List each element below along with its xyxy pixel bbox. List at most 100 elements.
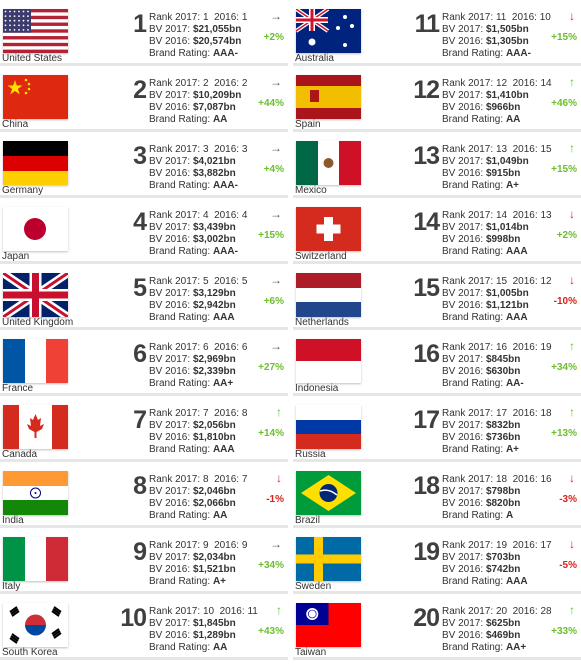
bv-2017-line: BV 2017: $1,014bn — [442, 222, 552, 234]
rating-label: Brand Rating: — [149, 48, 211, 59]
rating-value: AAA- — [212, 180, 238, 191]
rank-2017-value: 7 — [202, 408, 209, 419]
flag-au-icon — [296, 9, 361, 53]
rank-line: Rank 2017: 10 2016: 11 — [149, 606, 258, 618]
rating-label: Brand Rating: — [442, 312, 504, 323]
rank-2016-label: 2016: — [214, 12, 240, 23]
rating-label: Brand Rating: — [149, 312, 211, 323]
country-card: United States 1 Rank 2017: 1 2016: 1 BV … — [0, 0, 288, 66]
rank-number: 17 — [413, 406, 440, 434]
rank-line: Rank 2017: 15 2016: 12 — [442, 276, 552, 288]
bv-2016-value: $1,305bn — [485, 36, 529, 47]
bv-2016-label: BV 2016: — [442, 564, 484, 575]
bv-2016-line: BV 2016: $20,574bn — [149, 36, 247, 48]
country-name: Sweden — [295, 581, 332, 592]
rank-number: 13 — [413, 142, 440, 170]
bv-2017-label: BV 2017: — [149, 90, 191, 101]
rank-2016-value: 12 — [540, 276, 552, 287]
bv-2016-value: $3,882bn — [192, 168, 236, 179]
country-name: China — [2, 119, 29, 130]
country-card: Netherlands 15 Rank 2017: 15 2016: 12 BV… — [293, 264, 581, 330]
bv-2016-line: BV 2016: $3,882bn — [149, 168, 247, 180]
bv-2017-value: $832bn — [485, 420, 521, 431]
rank-2017-label: Rank 2017: — [442, 474, 494, 485]
bv-2017-label: BV 2017: — [442, 288, 484, 299]
arrow-down-icon: ↓ — [569, 9, 575, 23]
rank-details: Rank 2017: 12 2016: 14 BV 2017: $1,410bn… — [442, 78, 552, 126]
rank-number: 16 — [413, 340, 440, 368]
rating-label: Brand Rating: — [442, 576, 504, 587]
bv-2016-label: BV 2016: — [442, 300, 484, 311]
rating-value: AA — [505, 114, 521, 125]
bv-2017-label: BV 2017: — [149, 486, 191, 497]
country-card: China 2 Rank 2017: 2 2016: 2 BV 2017: $1… — [0, 66, 288, 132]
rank-2017-value: 14 — [495, 210, 508, 221]
rating-value: AA- — [505, 378, 524, 389]
rating-value: AAA- — [212, 48, 238, 59]
bv-2017-line: BV 2017: $1,049bn — [442, 156, 552, 168]
change-percent: -5% — [559, 560, 577, 571]
country-card: Germany 3 Rank 2017: 3 2016: 3 BV 2017: … — [0, 132, 288, 198]
rank-2016-label: 2016: — [214, 210, 240, 221]
bv-2017-value: $625bn — [485, 618, 521, 629]
rank-2017-value: 1 — [202, 12, 209, 23]
bv-2017-line: BV 2017: $832bn — [442, 420, 552, 432]
rank-2016-label: 2016: — [512, 78, 538, 89]
change-percent: +13% — [551, 428, 577, 439]
rating-value: AAA — [505, 576, 528, 587]
bv-2017-value: $2,046bn — [192, 486, 236, 497]
country-name: Netherlands — [295, 317, 349, 328]
country-card: Spain 12 Rank 2017: 12 2016: 14 BV 2017:… — [293, 66, 581, 132]
bv-2016-line: BV 2016: $1,305bn — [442, 36, 551, 48]
rating-value: AA — [212, 114, 228, 125]
bv-2016-label: BV 2016: — [442, 432, 484, 443]
rank-2016-value: 3 — [241, 144, 248, 155]
flag-mx-icon — [296, 141, 361, 185]
bv-2017-label: BV 2017: — [442, 222, 484, 233]
rating-value: AA — [212, 510, 228, 521]
rank-2016-label: 2016: — [512, 606, 538, 617]
country-card: Japan 4 Rank 2017: 4 2016: 4 BV 2017: $3… — [0, 198, 288, 264]
rating-value: AA — [212, 642, 228, 653]
bv-2016-line: BV 2016: $966bn — [442, 102, 552, 114]
bv-2016-value: $1,289bn — [192, 630, 236, 641]
rank-2016-value: 5 — [241, 276, 248, 287]
change-percent: +6% — [263, 296, 284, 307]
bv-2016-line: BV 2016: $1,121bn — [442, 300, 552, 312]
rank-line: Rank 2017: 8 2016: 7 — [149, 474, 247, 486]
bv-2017-label: BV 2017: — [442, 552, 484, 563]
bv-2017-value: $3,129bn — [192, 288, 236, 299]
bv-2016-line: BV 2016: $1,810bn — [149, 432, 247, 444]
bv-2017-value: $1,845bn — [192, 618, 236, 629]
rank-2017-value: 10 — [202, 606, 215, 617]
rating-line: Brand Rating: AAA — [442, 246, 552, 258]
rank-details: Rank 2017: 17 2016: 18 BV 2017: $832bn B… — [442, 408, 552, 456]
rank-line: Rank 2017: 14 2016: 13 — [442, 210, 552, 222]
arrow-up-icon: ↑ — [569, 141, 575, 155]
arrow-right-icon: → — [270, 207, 282, 221]
change-percent: +2% — [556, 230, 577, 241]
country-name: Germany — [2, 185, 44, 196]
rating-label: Brand Rating: — [442, 642, 504, 653]
rank-details: Rank 2017: 2 2016: 2 BV 2017: $10,209bn … — [149, 78, 247, 126]
arrow-down-icon: ↓ — [569, 207, 575, 221]
rank-line: Rank 2017: 6 2016: 6 — [149, 342, 247, 354]
bv-2017-label: BV 2017: — [149, 552, 191, 563]
bv-2016-label: BV 2016: — [149, 564, 191, 575]
rank-line: Rank 2017: 9 2016: 9 — [149, 540, 247, 552]
country-card: Mexico 13 Rank 2017: 13 2016: 15 BV 2017… — [293, 132, 581, 198]
bv-2016-label: BV 2016: — [442, 498, 484, 509]
bv-2016-value: $915bn — [485, 168, 521, 179]
flag-ca-icon — [3, 405, 68, 449]
rank-number: 2 — [133, 76, 147, 104]
change-percent: +33% — [551, 626, 577, 637]
rank-line: Rank 2017: 16 2016: 19 — [442, 342, 552, 354]
bv-2017-line: BV 2017: $798bn — [442, 486, 552, 498]
rank-number: 6 — [133, 340, 147, 368]
bv-2017-line: BV 2017: $2,969bn — [149, 354, 247, 366]
rating-line: Brand Rating: AAA — [442, 312, 552, 324]
rating-label: Brand Rating: — [442, 444, 504, 455]
arrow-up-icon: ↑ — [569, 603, 575, 617]
bv-2017-label: BV 2017: — [442, 420, 484, 431]
rating-label: Brand Rating: — [149, 444, 211, 455]
